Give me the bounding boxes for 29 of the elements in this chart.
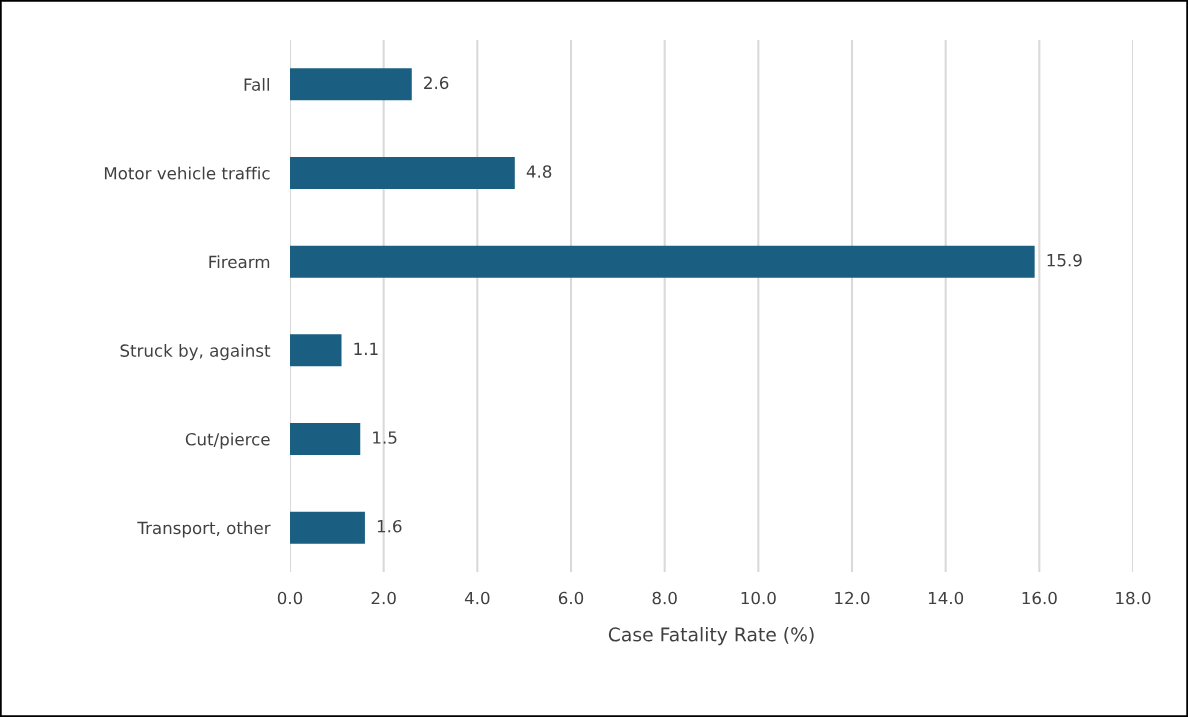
x-tick-label: 18.0 bbox=[1116, 591, 1151, 605]
x-tick-label: 0.0 bbox=[277, 591, 303, 605]
bar bbox=[290, 334, 342, 367]
data-label: 15.9 bbox=[1047, 253, 1082, 267]
x-tick-label: 6.0 bbox=[558, 591, 584, 605]
bar bbox=[290, 157, 515, 189]
x-tick-label: 4.0 bbox=[464, 591, 490, 605]
data-label: 1.1 bbox=[354, 342, 378, 355]
x-tick-label: 10.0 bbox=[741, 591, 776, 605]
x-axis-title: Case Fatality Rate (%) bbox=[608, 627, 814, 646]
data-label: 2.6 bbox=[424, 76, 449, 90]
bar bbox=[290, 68, 412, 101]
y-tick-label: Cut/pierce bbox=[185, 432, 270, 449]
y-tick-label: Struck by, against bbox=[120, 344, 271, 361]
x-tick-label: 8.0 bbox=[652, 591, 677, 605]
x-tick-label: 16.0 bbox=[1022, 591, 1057, 605]
y-tick-label: Transport, other bbox=[137, 521, 271, 538]
x-tick-label: 12.0 bbox=[835, 591, 870, 605]
data-label: 4.8 bbox=[526, 165, 552, 178]
data-label: 1.6 bbox=[377, 519, 402, 533]
bar bbox=[290, 423, 361, 455]
bar bbox=[290, 511, 365, 544]
data-label: 1.5 bbox=[373, 431, 397, 444]
y-tick-label: Firearm bbox=[209, 255, 270, 269]
y-tick-label: Fall bbox=[244, 78, 269, 91]
y-tick-label: Motor vehicle traffic bbox=[104, 166, 270, 180]
x-tick-label: 14.0 bbox=[928, 591, 964, 605]
bar bbox=[290, 245, 1035, 278]
x-tick-label: 2.0 bbox=[371, 591, 396, 605]
